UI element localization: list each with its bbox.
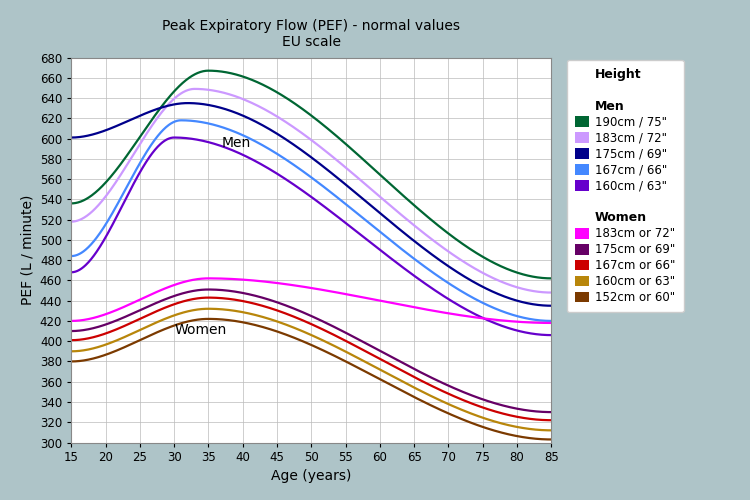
Title: Peak Expiratory Flow (PEF) - normal values
EU scale: Peak Expiratory Flow (PEF) - normal valu… [162,19,460,50]
Text: Women: Women [174,323,226,337]
Legend: Height,  , Men, 190cm / 75", 183cm / 72", 175cm / 69", 167cm / 66", 160cm / 63",: Height, , Men, 190cm / 75", 183cm / 72",… [567,60,684,312]
Y-axis label: PEF (L / minute): PEF (L / minute) [20,195,34,305]
Text: Men: Men [222,136,251,149]
X-axis label: Age (years): Age (years) [271,470,352,484]
